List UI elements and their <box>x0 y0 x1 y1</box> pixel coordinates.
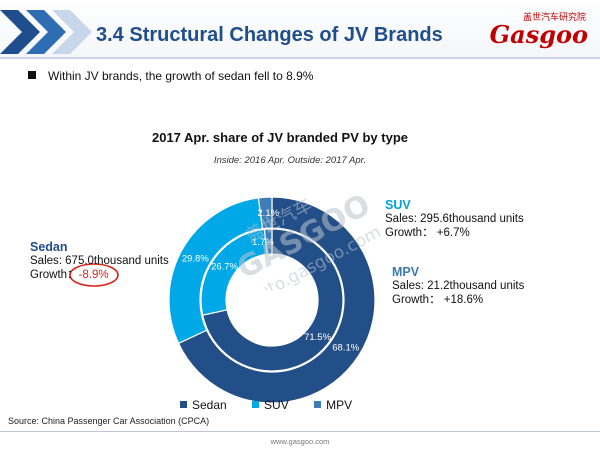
sedan-growth: Growth：-8.9% <box>30 268 169 282</box>
gasgoo-logo: 盖世汽车研究院 Gasgoo <box>489 10 594 54</box>
header-bar: 3.4 Structural Changes of JV Brands 盖世汽车… <box>0 0 600 58</box>
legend-item-mpv: MPV <box>314 398 352 412</box>
slice-labels: 68.1% 29.8% 2.1% 71.5% 26.7% 1.7% <box>182 208 360 353</box>
inner-ring <box>200 228 344 372</box>
mpv-growth: Growth： +18.6% <box>392 294 484 306</box>
bullet-square-icon <box>28 71 36 79</box>
suv-name: SUV <box>385 198 411 212</box>
mpv-annotation: MPV Sales: 21.2thousand units Growth： +1… <box>392 265 524 307</box>
outer-label-mpv: 2.1% <box>257 208 279 219</box>
legend-label-mpv: MPV <box>326 398 353 412</box>
legend-swatch-mpv <box>314 401 322 408</box>
legend-item-suv: SUV <box>252 398 289 412</box>
inner-slice-mpv <box>263 228 273 255</box>
chart-subtitle: Inside: 2016 Apr. Outside: 2017 Apr. <box>213 155 367 166</box>
sedan-name: Sedan <box>30 240 68 254</box>
sedan-growth-label: Growth： <box>30 269 79 281</box>
bullet-text: Within JV brands, the growth of sedan fe… <box>48 69 314 83</box>
logo-cn-text: 盖世汽车研究院 <box>522 13 586 23</box>
outer-ring <box>168 196 376 404</box>
chart-legend: Sedan SUV MPV <box>180 398 374 412</box>
inner-label-suv: 26.7% <box>211 261 238 272</box>
title-underline <box>0 57 600 59</box>
legend-swatch-sedan <box>180 401 187 408</box>
outer-label-sedan: 68.1% <box>332 343 359 354</box>
inner-label-sedan: 71.5% <box>304 332 331 343</box>
inner-slice-sedan <box>201 228 344 372</box>
sedan-sales: Sales: 675.0thousand units <box>30 255 169 267</box>
sedan-growth-circle <box>69 263 119 287</box>
chevron-arrows-icon <box>0 10 92 54</box>
sedan-annotation: Sedan Sales: 675.0thousand units Growth：… <box>30 240 169 282</box>
legend-label-sedan: Sedan <box>192 398 227 412</box>
sedan-growth-value: -8.9% <box>78 269 109 281</box>
mpv-name: MPV <box>392 265 420 279</box>
chart-title: 2017 Apr. share of JV branded PV by type <box>151 130 408 145</box>
footer-divider <box>0 431 600 432</box>
legend-label-suv: SUV <box>264 398 289 412</box>
suv-annotation: SUV Sales: 295.6thousand units Growth： +… <box>385 198 524 240</box>
source-note: Source: China Passenger Car Association … <box>8 416 210 426</box>
suv-sales: Sales: 295.6thousand units <box>385 213 524 225</box>
mpv-sales: Sales: 21.2thousand units <box>392 280 525 292</box>
legend-item-sedan: Sedan <box>180 398 227 412</box>
outer-slice-mpv <box>257 196 273 230</box>
outer-label-suv: 29.8% <box>182 253 209 264</box>
outer-slice-sedan <box>177 196 376 404</box>
footer-url: www.gasgoo.com <box>270 437 330 446</box>
logo-wordmark: Gasgoo <box>489 20 588 49</box>
suv-growth: Growth： +6.7% <box>385 227 470 239</box>
bullet-point: Within JV brands, the growth of sedan fe… <box>28 69 313 83</box>
legend-swatch-suv <box>252 401 260 408</box>
page-title: 3.4 Structural Changes of JV Brands <box>96 24 443 46</box>
inner-label-mpv: 1.7% <box>252 237 274 248</box>
